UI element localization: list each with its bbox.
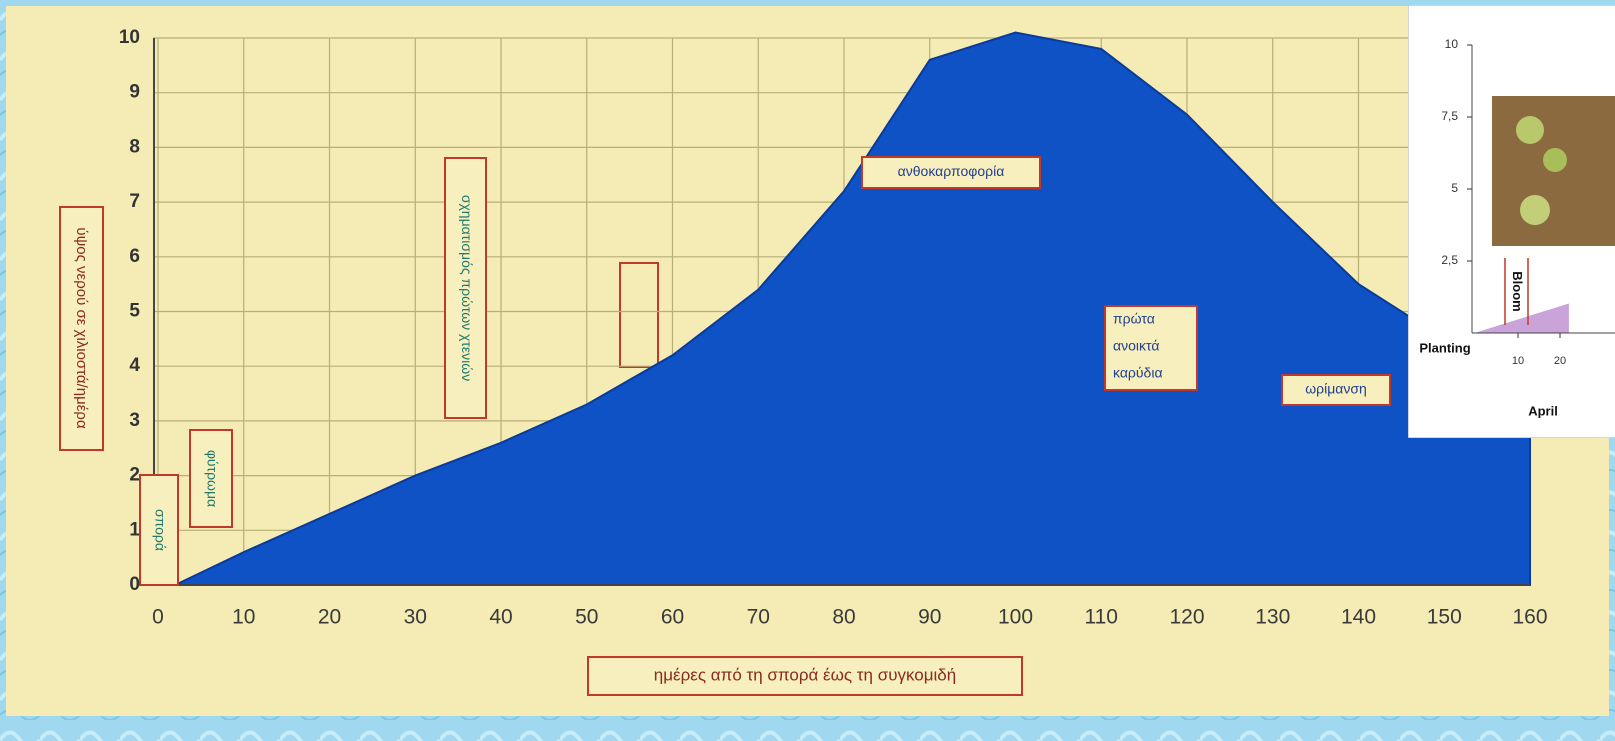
inset-photo-leaf [1520, 195, 1550, 225]
x-tick-label: 130 [1255, 606, 1290, 629]
y-tick-label: 5 [1451, 181, 1458, 195]
annotation: ανθοκαρποφορία [898, 163, 1005, 179]
y-tick-label: 10 [119, 27, 140, 48]
x-tick-label: 20 [318, 606, 341, 629]
y-tick-label: 4 [129, 355, 140, 376]
chart: 0123456789100102030405060708090100110120… [0, 0, 1615, 741]
x-tick-label: 10 [232, 606, 255, 629]
x-tick-label: 120 [1169, 606, 1204, 629]
annotation: Planting [1419, 340, 1470, 355]
annotation: φύτρωμα [204, 450, 220, 507]
x-tick-label: 150 [1427, 606, 1462, 629]
x-tick-label: 20 [1554, 355, 1566, 367]
x-tick-label: 70 [747, 606, 770, 629]
y-tick-label: 2 [129, 465, 140, 486]
x-tick-label: 60 [661, 606, 684, 629]
annotation: καρύδια [1113, 365, 1163, 381]
x-tick-label: 90 [918, 606, 941, 629]
y-tick-label: 10 [1445, 37, 1459, 51]
x-axis-label: ημέρες από τη σπορά έως τη συγκομιδή [654, 665, 956, 684]
x-tick-label: 30 [404, 606, 427, 629]
inset-chart: 2,5 5 7,5 10 10 20 April Planting Bloom [1408, 5, 1615, 438]
x-tick-label: 100 [998, 606, 1033, 629]
y-tick-label: 9 [129, 82, 140, 103]
x-tick-label: 50 [575, 606, 598, 629]
annotation: Bloom [1510, 271, 1525, 311]
inset-photo-leaf [1516, 116, 1544, 144]
annotation: σπορά [152, 509, 168, 551]
y-tick-label: 0 [129, 574, 140, 595]
x-tick-label: 0 [152, 606, 164, 629]
annotation: ωρίμανση [1305, 381, 1367, 397]
y-axis-label: ύψος νερού σε χιλιοστά/ημέρα [73, 227, 90, 429]
annotation: πρώτα [1113, 311, 1155, 327]
y-tick-label: 1 [129, 519, 140, 540]
annotation: σχηματισμός πρώτων χτενιών [459, 195, 475, 381]
x-tick-label: 140 [1341, 606, 1376, 629]
inset-photo-leaf [1543, 148, 1567, 172]
x-tick-label: 80 [832, 606, 855, 629]
y-tick-label: 3 [129, 410, 140, 431]
y-tick-label: 6 [129, 246, 140, 267]
x-axis-label: April [1528, 403, 1558, 418]
y-tick-label: 7,5 [1441, 109, 1458, 123]
x-tick-label: 40 [489, 606, 512, 629]
x-tick-label: 160 [1512, 606, 1547, 629]
y-tick-label: 8 [129, 136, 140, 157]
y-tick-label: 5 [129, 301, 140, 322]
x-tick-label: 10 [1512, 355, 1524, 367]
y-tick-label: 7 [129, 191, 140, 212]
y-tick-label: 2,5 [1441, 253, 1458, 267]
x-tick-label: 110 [1085, 606, 1118, 629]
annotation: ανοικτά [1113, 338, 1159, 354]
